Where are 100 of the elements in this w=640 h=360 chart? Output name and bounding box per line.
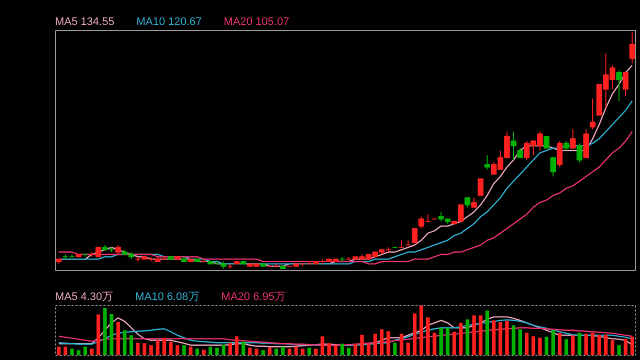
- candlestick: [550, 157, 556, 177]
- bar: [215, 348, 219, 356]
- candlestick: [464, 197, 470, 208]
- candlestick: [622, 72, 628, 97]
- bar: [630, 336, 634, 356]
- bar: [334, 345, 338, 356]
- bar: [518, 329, 522, 356]
- text: MA10 6.08万: [135, 291, 200, 303]
- bar: [182, 345, 186, 356]
- bar: [327, 343, 331, 356]
- bar: [564, 339, 568, 356]
- bar: [294, 346, 298, 356]
- bar: [452, 332, 456, 356]
- bar: [584, 334, 588, 356]
- bar: [551, 330, 555, 356]
- bar: [288, 348, 292, 356]
- bar: [202, 350, 206, 356]
- text: MA20 105.07: [224, 16, 290, 28]
- candlestick: [583, 128, 589, 158]
- bar: [96, 314, 100, 356]
- bar: [83, 346, 87, 356]
- bar: [373, 334, 377, 356]
- bar: [412, 313, 417, 356]
- bar: [110, 314, 114, 356]
- bar: [478, 315, 482, 356]
- bar: [234, 336, 239, 356]
- bar: [610, 340, 614, 356]
- bar: [122, 330, 127, 356]
- bar: [254, 348, 258, 356]
- bar: [597, 334, 602, 356]
- series-label: MA5 4.30万: [55, 291, 114, 303]
- bar: [406, 342, 410, 356]
- bar: [261, 350, 265, 356]
- bar: [156, 340, 160, 356]
- bar: [188, 346, 192, 356]
- candlestick: [563, 140, 570, 151]
- bar: [320, 336, 324, 356]
- bar: [571, 335, 575, 356]
- bar: [354, 344, 358, 356]
- bar: [274, 348, 278, 356]
- candlestick: [576, 142, 582, 163]
- bar: [498, 322, 502, 356]
- bar: [103, 308, 107, 356]
- bar: [195, 348, 200, 356]
- candlestick: [484, 154, 490, 170]
- bar: [129, 335, 134, 356]
- bar: [485, 310, 490, 356]
- bar: [386, 331, 390, 356]
- bar: [64, 346, 68, 356]
- bar: [76, 350, 80, 356]
- bar: [538, 338, 542, 356]
- bar: [149, 345, 153, 356]
- bar: [314, 348, 318, 356]
- bar: [578, 332, 582, 356]
- bar: [426, 317, 430, 356]
- bar: [604, 334, 608, 356]
- bar: [169, 342, 173, 356]
- bar: [56, 346, 61, 356]
- bar: [346, 348, 351, 356]
- bar: [248, 348, 252, 356]
- bar: [228, 342, 232, 356]
- bar: [366, 344, 370, 356]
- bar: [162, 338, 166, 356]
- bar: [340, 344, 344, 356]
- bar: [300, 348, 304, 356]
- bar: [419, 306, 424, 356]
- candlestick: [544, 136, 550, 149]
- bar: [400, 334, 404, 356]
- bar: [617, 345, 621, 356]
- bar: [558, 332, 562, 356]
- candlestick: [412, 228, 418, 244]
- bar: [532, 336, 536, 356]
- bar: [116, 322, 120, 356]
- bar: [432, 332, 436, 356]
- bar: [142, 343, 146, 356]
- bar: [360, 334, 364, 356]
- bar: [242, 342, 246, 356]
- bar: [544, 336, 548, 356]
- bar: [624, 338, 628, 356]
- bar: [459, 322, 463, 356]
- bar: [307, 348, 312, 356]
- bar: [492, 320, 496, 356]
- bar: [176, 345, 180, 356]
- candlestick: [471, 197, 477, 208]
- bar: [512, 325, 516, 356]
- candlestick: [590, 98, 596, 130]
- candlestick: [616, 70, 622, 102]
- candlestick: [115, 244, 121, 255]
- text: MA5 134.55: [55, 16, 114, 28]
- bar: [90, 348, 94, 356]
- bar: [505, 320, 509, 356]
- bar: [222, 344, 226, 356]
- bar: [524, 332, 529, 356]
- candlestick: [398, 240, 404, 248]
- bar: [439, 328, 443, 356]
- bar: [70, 348, 74, 356]
- bar: [380, 329, 384, 356]
- candlestick: [517, 148, 524, 158]
- candlestick: [570, 128, 576, 149]
- bar: [268, 348, 272, 356]
